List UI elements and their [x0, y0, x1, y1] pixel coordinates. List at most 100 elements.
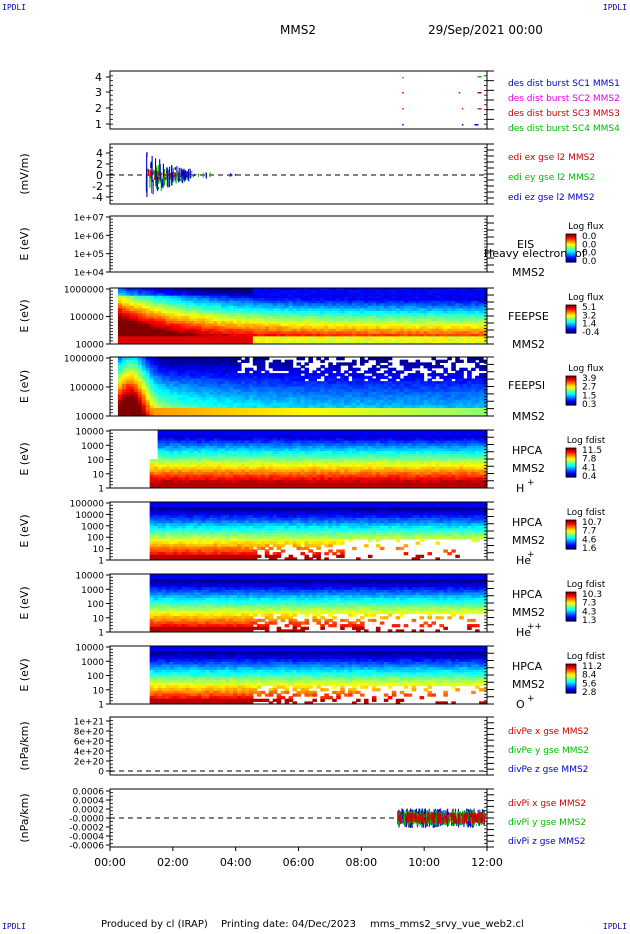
heatmap-cell [205, 288, 210, 292]
heatmap-cell [284, 359, 290, 363]
heatmap-cell [153, 397, 159, 401]
heatmap-cell [435, 313, 440, 317]
heatmap-cell [248, 295, 254, 299]
heatmap-cell [348, 413, 353, 416]
heatmap-cell [371, 328, 377, 332]
heatmap-cell [276, 413, 282, 416]
heatmap-cell [201, 318, 206, 322]
heatmap-cell [121, 328, 127, 332]
heatmap-cell [197, 472, 202, 476]
heatmap-cell [403, 389, 409, 393]
heatmap-cell [225, 405, 230, 409]
heatmap-cell [201, 435, 206, 439]
heatmap-cell [276, 451, 282, 455]
heatmap-cell [360, 397, 365, 401]
heatmap-cell [328, 295, 333, 299]
heatmap-cell [276, 288, 282, 292]
colorbar-cell [566, 322, 576, 324]
heatmap-cell [284, 288, 290, 292]
heatmap-cell [280, 386, 286, 390]
heatmap-cell [363, 359, 369, 363]
heatmap-cell [407, 303, 413, 307]
heatmap-cell [463, 310, 468, 315]
heatmap-cell [201, 357, 206, 361]
heatmap-cell [479, 336, 484, 340]
heatmap-cell [129, 394, 135, 398]
heatmap-cell [375, 328, 381, 332]
heatmap-cell [264, 318, 270, 322]
heatmap-cell [284, 474, 290, 479]
heatmap-cell [125, 370, 131, 374]
heatmap-cell [236, 318, 242, 322]
heatmap-cell [185, 365, 190, 369]
heatmap-cell [284, 305, 290, 309]
heatmap-cell [344, 370, 349, 374]
heatmap-cell [229, 386, 234, 390]
heatmap-cell [149, 464, 155, 468]
heatmap-cell [252, 482, 258, 486]
heatmap-cell [280, 469, 286, 473]
heatmap-cell [324, 313, 329, 317]
heatmap-cell [157, 402, 163, 406]
heatmap-cell [344, 293, 349, 297]
heatmap-cell [137, 410, 143, 414]
heatmap-cell [280, 321, 286, 325]
heatmap-cell [451, 328, 456, 332]
heatmap-cell [352, 367, 357, 372]
heatmap-cell [284, 440, 290, 444]
heatmap-cell [336, 316, 341, 320]
heatmap-cell [340, 331, 345, 335]
heatmap-cell [348, 331, 353, 335]
heatmap-cell [221, 389, 226, 393]
heatmap-cell [264, 394, 270, 398]
heatmap-cell [360, 318, 365, 322]
heatmap-cell [284, 461, 290, 465]
heatmap-cell [435, 336, 440, 340]
heatmap-cell [360, 410, 365, 414]
heatmap-cell [459, 405, 464, 409]
heatmap-cell [268, 472, 274, 476]
heatmap-cell [439, 293, 444, 297]
heatmap-cell [213, 386, 218, 390]
heatmap-cell [292, 386, 298, 390]
heatmap-cell [292, 378, 298, 382]
heatmap-cell [356, 336, 361, 340]
heatmap-cell [375, 295, 381, 299]
heatmap-cell [296, 341, 302, 344]
heatmap-cell [268, 389, 274, 393]
heatmap-cell [260, 448, 266, 452]
heatmap-cell [169, 328, 175, 332]
heatmap-cell [367, 295, 373, 299]
heatmap-cell [419, 331, 425, 335]
heatmap-cell [451, 365, 456, 369]
feepsi-ytick: 1000000 [64, 355, 104, 365]
heatmap-cell [459, 331, 464, 335]
heatmap-cell [475, 328, 480, 332]
heatmap-cell [252, 370, 258, 374]
heatmap-cell [181, 323, 186, 327]
heatmap-cell [185, 308, 190, 312]
heatmap-cell [379, 333, 385, 337]
heatmap-cell [360, 381, 365, 385]
colorbar-cell [566, 251, 576, 253]
instrument-label: FEEPSE [508, 310, 549, 323]
heatmap-cell [371, 295, 377, 299]
heatmap-cell [455, 338, 460, 343]
heatmap-cell [201, 445, 206, 450]
heatmap-cell [189, 323, 194, 327]
heatmap-cell [447, 375, 452, 380]
heatmap-cell [284, 313, 290, 317]
heatmap-cell [256, 381, 262, 385]
heatmap-cell [260, 474, 266, 479]
heatmap-cell [332, 303, 337, 307]
heatmap-cell [296, 391, 302, 396]
heatmap-cell [395, 310, 401, 315]
heatmap-cell [185, 413, 190, 416]
heatmap-cell [467, 375, 472, 380]
heatmap-cell [280, 338, 286, 343]
heatmap-cell [387, 321, 393, 325]
heatmap-cell [340, 413, 345, 416]
heatmap-cell [252, 432, 258, 436]
heatmap-cell [161, 464, 167, 468]
heatmap-cell [379, 331, 385, 335]
